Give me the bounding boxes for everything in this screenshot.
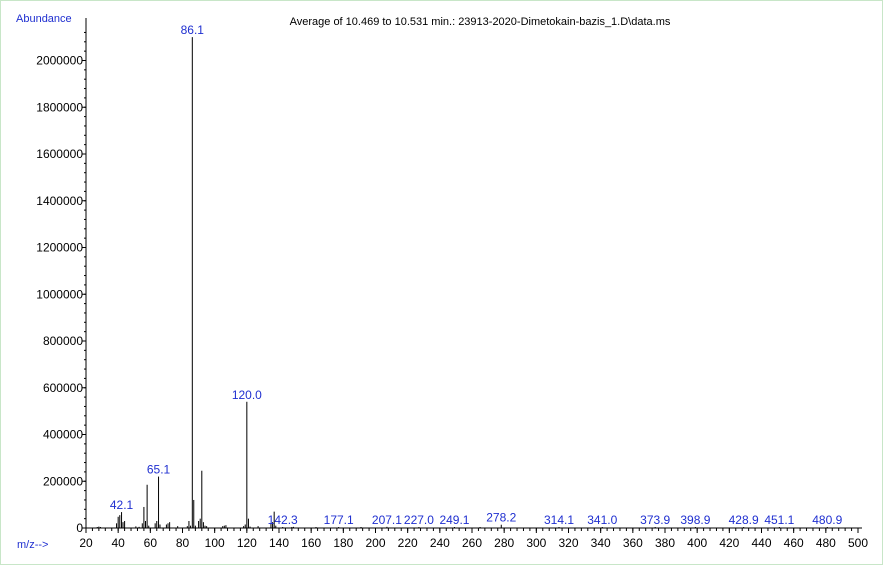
x-tick-label: 320 xyxy=(558,536,578,550)
peak-label: 398.9 xyxy=(680,513,710,527)
y-tick-label: 400000 xyxy=(43,428,83,442)
x-tick-label: 220 xyxy=(398,536,418,550)
y-tick-label: 800000 xyxy=(43,334,83,348)
x-tick-label: 260 xyxy=(462,536,482,550)
x-tick-label: 60 xyxy=(144,536,158,550)
peak-label: 120.0 xyxy=(232,388,262,402)
y-tick-label: 1000000 xyxy=(36,287,83,301)
x-axis-title: m/z--> xyxy=(17,539,48,551)
x-tick-label: 240 xyxy=(430,536,450,550)
x-tick-label: 180 xyxy=(333,536,353,550)
x-tick-label: 100 xyxy=(205,536,225,550)
y-tick-label: 0 xyxy=(76,521,83,535)
x-tick-label: 440 xyxy=(751,536,771,550)
peak-label: 314.1 xyxy=(544,513,574,527)
y-tick-label: 600000 xyxy=(43,381,83,395)
peak-label: 177.1 xyxy=(324,513,354,527)
x-tick-label: 80 xyxy=(176,536,190,550)
x-tick-label: 380 xyxy=(655,536,675,550)
peak-label: 65.1 xyxy=(147,463,171,477)
y-tick-label: 1200000 xyxy=(36,241,83,255)
y-tick-label: 1400000 xyxy=(36,194,83,208)
peak-label: 142.3 xyxy=(268,513,298,527)
y-tick-label: 1800000 xyxy=(36,100,83,114)
y-tick-label: 200000 xyxy=(43,474,83,488)
axes xyxy=(85,18,862,529)
y-axis-title: Abundance xyxy=(16,13,72,25)
peak-labels: 42.1 65.1 86.1 120.0 142.3 177.1 207.1 227.0 249… xyxy=(110,23,843,527)
peak-label: 480.9 xyxy=(812,513,842,527)
peak-label: 227.0 xyxy=(404,513,434,527)
x-tick-label: 300 xyxy=(526,536,546,550)
peak-label: 207.1 xyxy=(372,513,402,527)
peak-label: 278.2 xyxy=(486,511,516,525)
x-tick-label: 40 xyxy=(111,536,125,550)
x-tick-label: 420 xyxy=(719,536,739,550)
x-tick-label: 280 xyxy=(494,536,514,550)
y-tick-label: 2000000 xyxy=(36,54,83,68)
peak-label: 373.9 xyxy=(640,513,670,527)
x-tick-label: 400 xyxy=(687,536,707,550)
peak-label: 42.1 xyxy=(110,498,134,512)
peak-bars xyxy=(96,37,828,528)
peak-label: 428.9 xyxy=(729,513,759,527)
x-tick-label: 20 xyxy=(79,536,93,550)
x-tick-label: 200 xyxy=(365,536,385,550)
peak-label: 249.1 xyxy=(439,513,469,527)
peak-label: 341.0 xyxy=(587,513,617,527)
peak-label: 86.1 xyxy=(181,23,205,37)
x-tick-label: 120 xyxy=(237,536,257,550)
x-tick-label: 500 xyxy=(848,536,868,550)
chart-title: Average of 10.469 to 10.531 min.: 23913-… xyxy=(290,16,671,28)
x-tick-label: 360 xyxy=(623,536,643,550)
y-tick-label: 1600000 xyxy=(36,147,83,161)
x-tick-label: 480 xyxy=(816,536,836,550)
x-tick-label: 340 xyxy=(591,536,611,550)
ticks: 0 200000 400000 600000 800000 1000000 1200000 1… xyxy=(36,31,868,550)
x-tick-label: 460 xyxy=(784,536,804,550)
peak-label: 451.1 xyxy=(764,513,794,527)
x-tick-label: 140 xyxy=(269,536,289,550)
x-tick-label: 160 xyxy=(301,536,321,550)
